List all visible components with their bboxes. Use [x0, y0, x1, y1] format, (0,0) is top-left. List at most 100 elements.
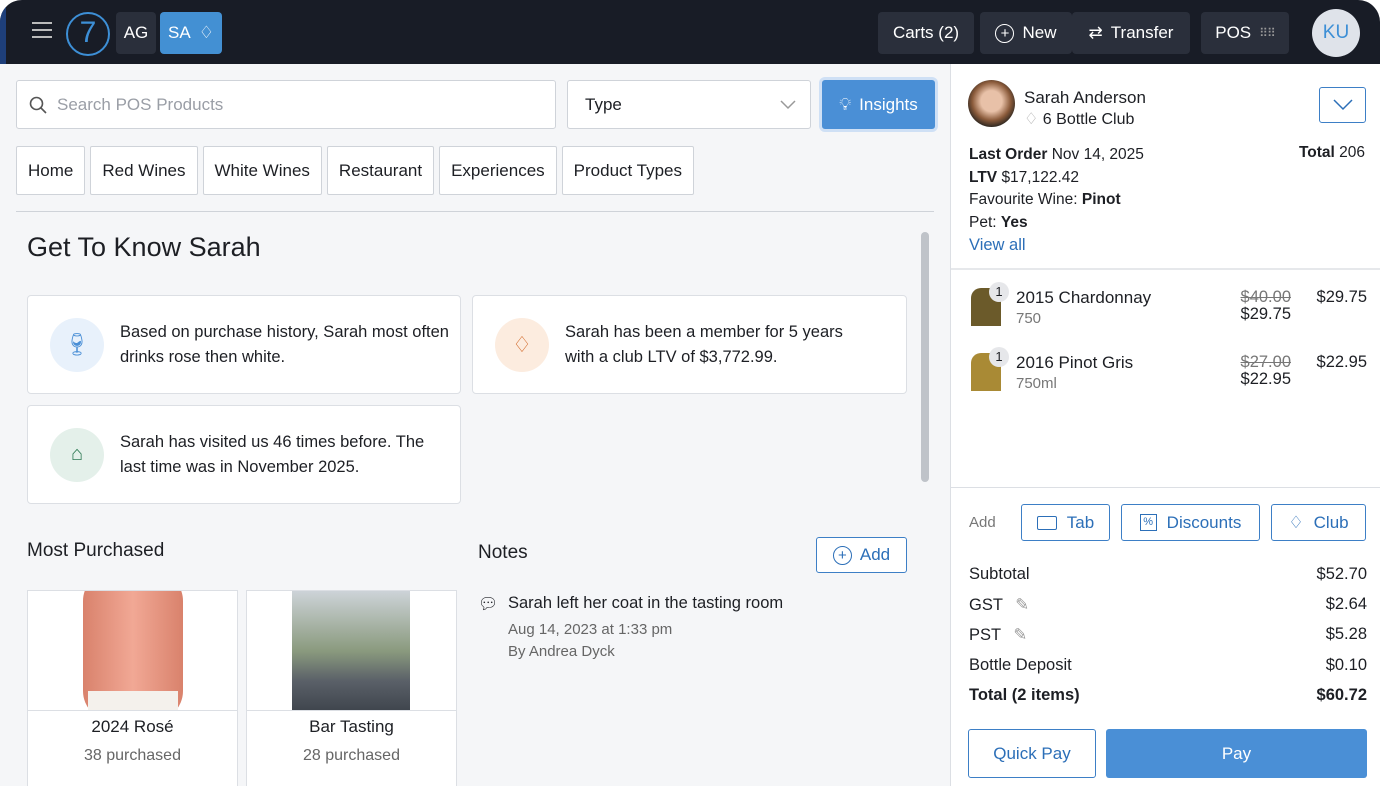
- cart-item[interactable]: 1 2016 Pinot Gris 750ml $27.00 $22.95 $2…: [969, 347, 1367, 397]
- quick-pay-button[interactable]: Quick Pay: [968, 729, 1096, 778]
- diamond-icon: ♢: [1288, 512, 1304, 532]
- main-panel: Type 💡︎ Insights Home Red Wines White Win…: [0, 64, 950, 786]
- user-avatar[interactable]: KU: [1312, 9, 1360, 57]
- insight-text: Based on purchase history, Sarah most of…: [120, 322, 449, 366]
- percent-icon: %: [1139, 514, 1157, 531]
- diamond-icon: ♢: [1024, 111, 1039, 128]
- search-box[interactable]: [16, 80, 556, 129]
- product-count: 38 purchased: [84, 747, 181, 764]
- category-tabs: Home Red Wines White Wines Restaurant Ex…: [16, 146, 695, 195]
- expand-customer-button[interactable]: [1319, 87, 1366, 123]
- store-icon: ⌂: [50, 427, 104, 482]
- club-label: Club: [1313, 512, 1349, 532]
- tab-restaurant[interactable]: Restaurant: [326, 146, 435, 195]
- insight-card: 🍷︎ Based on purchase history, Sarah most…: [27, 295, 461, 394]
- insight-text: Sarah has been a member for 5 years with…: [565, 322, 843, 366]
- notes-title: Notes: [478, 542, 528, 563]
- pay-button[interactable]: Pay: [1106, 729, 1367, 778]
- add-tab-button[interactable]: Tab: [1021, 504, 1110, 541]
- deposit-label: Bottle Deposit: [969, 656, 1072, 674]
- total-label: Total (2 items): [969, 686, 1080, 704]
- last-order-value: Nov 14, 2025: [1051, 146, 1144, 163]
- total-orders-value: 206: [1339, 144, 1365, 161]
- subtotal-row: Subtotal $52.70: [969, 565, 1367, 584]
- most-purchased-title: Most Purchased: [27, 540, 165, 561]
- total-value: $60.72: [1316, 686, 1367, 704]
- hamburger-menu-icon[interactable]: [32, 22, 52, 43]
- pos-label: POS: [1215, 23, 1252, 42]
- bar-tasting-image: [247, 591, 456, 711]
- search-icon: [29, 96, 47, 114]
- pos-button[interactable]: POS ⠿⠿: [1201, 12, 1289, 54]
- type-label: Type: [585, 94, 622, 114]
- tab-white-wines[interactable]: White Wines: [202, 146, 322, 195]
- pst-label: PST: [969, 626, 1001, 644]
- item-size: 750ml: [1016, 375, 1057, 392]
- pencil-icon[interactable]: ✎: [1015, 596, 1030, 614]
- insight-card: ⌂ Sarah has visited us 46 times before. …: [27, 405, 461, 504]
- product-name: 2024 Rosé: [91, 717, 174, 736]
- section-title: Get To Know Sarah: [27, 232, 261, 262]
- total-row: Total (2 items) $60.72: [969, 686, 1367, 705]
- qty-badge: 1: [989, 282, 1009, 302]
- chevron-down-icon: [780, 99, 796, 109]
- comment-icon: 💬︎: [478, 596, 499, 613]
- discounts-label: Discounts: [1166, 512, 1242, 532]
- transfer-label: Transfer: [1110, 23, 1174, 42]
- sa-label: SA: [168, 23, 191, 42]
- view-all-link[interactable]: View all: [969, 236, 1026, 254]
- item-name: 2015 Chardonnay: [1016, 288, 1152, 307]
- search-input[interactable]: [57, 94, 537, 115]
- cart-item[interactable]: 1 2015 Chardonnay 750 $40.00 $29.75 $29.…: [969, 282, 1367, 332]
- pet-label: Pet:: [969, 213, 997, 231]
- last-order-label: Last Order: [969, 146, 1048, 163]
- divider: [951, 487, 1380, 488]
- club-button[interactable]: ♢ Club: [1271, 504, 1366, 541]
- insights-button[interactable]: 💡︎ Insights: [822, 80, 935, 129]
- chevron-down-icon: [1332, 99, 1353, 111]
- discounts-button[interactable]: % Discounts: [1121, 504, 1260, 541]
- type-select[interactable]: Type: [567, 80, 811, 129]
- plus-circle-icon: +: [832, 545, 852, 565]
- add-label: Add: [969, 514, 996, 531]
- tab-experiences[interactable]: Experiences: [439, 146, 557, 195]
- rose-bottle-image: [28, 591, 237, 711]
- pencil-icon[interactable]: ✎: [1013, 626, 1028, 644]
- user-ag-button[interactable]: AG: [116, 12, 156, 54]
- pst-row: PST ✎ $5.28: [969, 625, 1367, 645]
- note-item: 💬︎ Sarah left her coat in the tasting ro…: [478, 594, 783, 660]
- gst-value: $2.64: [1325, 595, 1367, 613]
- customer-sa-button[interactable]: SA ♢: [160, 12, 222, 54]
- note-author: By Andrea Dyck: [508, 643, 615, 660]
- insight-card: ♢ Sarah has been a member for 5 years wi…: [472, 295, 907, 394]
- carts-button[interactable]: Carts (2): [878, 12, 974, 54]
- pst-value: $5.28: [1325, 625, 1367, 643]
- original-price: $27.00: [1240, 353, 1291, 371]
- club-name: 6 Bottle Club: [1042, 111, 1135, 128]
- transfer-button[interactable]: ⇄ Transfer: [1072, 12, 1190, 54]
- customer-cart-panel: Sarah Anderson ♢ 6 Bottle Club Last Orde…: [950, 64, 1380, 786]
- transfer-icon: ⇄: [1088, 23, 1103, 42]
- add-note-button[interactable]: + Add: [816, 537, 907, 573]
- customer-name: Sarah Anderson: [1024, 88, 1146, 107]
- product-card[interactable]: 2024 Rosé 38 purchased: [27, 590, 238, 786]
- grid-icon: ⠿⠿: [1259, 26, 1276, 40]
- deposit-row: Bottle Deposit $0.10: [969, 656, 1367, 675]
- new-button[interactable]: + New: [980, 12, 1072, 54]
- tab-home[interactable]: Home: [16, 146, 86, 195]
- scrollbar[interactable]: [918, 228, 932, 786]
- ltv-value: $17,122.42: [1001, 168, 1080, 186]
- original-price: $40.00: [1240, 288, 1291, 306]
- ltv-label: LTV: [969, 168, 998, 186]
- top-bar: 7 AG SA ♢ Carts (2) + New ⇄ Transfer POS ⠿⠿ …: [0, 0, 1380, 64]
- line-total: $22.95: [1316, 353, 1367, 371]
- pet-value: Yes: [1000, 213, 1028, 231]
- lightbulb-icon: 💡︎: [839, 94, 852, 114]
- tab-product-types[interactable]: Product Types: [561, 146, 695, 195]
- fav-label: Favourite Wine:: [969, 191, 1078, 208]
- subtotal-value: $52.70: [1316, 565, 1367, 583]
- product-card[interactable]: Bar Tasting 28 purchased: [246, 590, 457, 786]
- tab-red-wines[interactable]: Red Wines: [90, 146, 198, 195]
- unit-price: $29.75: [1240, 305, 1291, 323]
